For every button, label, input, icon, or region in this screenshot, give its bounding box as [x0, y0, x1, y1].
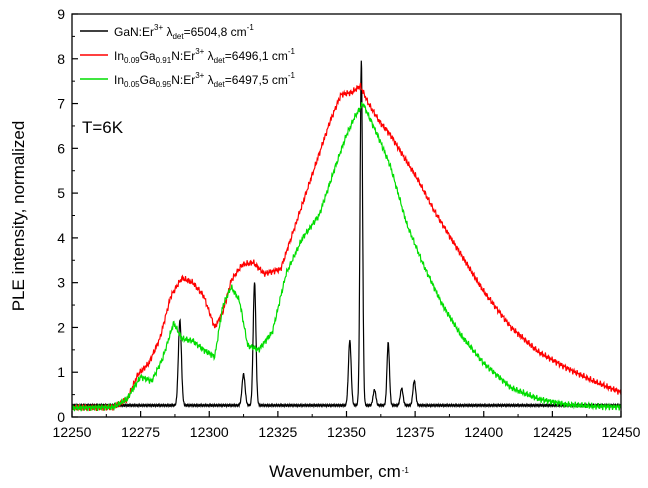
series-layer [71, 60, 622, 412]
x-tick-label-12300: 12300 [190, 424, 229, 440]
series-line-1 [71, 60, 622, 409]
y-tick-label-2: 2 [57, 319, 65, 335]
x-axis-title-text: Wavenumber, cm [269, 462, 401, 481]
temperature-annotation: T=6K [82, 118, 124, 137]
y-tick-label-1: 1 [57, 364, 65, 380]
x-tick-label-12400: 12400 [464, 424, 503, 440]
legend-label-3: In0.05Ga0.95N:Er3+ λdet=6497,5 cm-1 [114, 71, 295, 89]
y-tick-label-4: 4 [57, 230, 65, 246]
y-tick-label-7: 7 [57, 96, 65, 112]
x-tick-label-12325: 12325 [258, 424, 297, 440]
x-axis-title: Wavenumber, cm-1 [269, 462, 409, 481]
x-tick-label-12450: 12450 [602, 424, 641, 440]
x-tick-label-12275: 12275 [121, 424, 160, 440]
x-tick-label-12350: 12350 [327, 424, 366, 440]
y-axis-title: PLE intensity, normalized [9, 121, 28, 312]
y-tick-label-3: 3 [57, 275, 65, 291]
series-line-3 [71, 102, 622, 412]
x-tick-label-12375: 12375 [396, 424, 435, 440]
y-tick-label-5: 5 [57, 185, 65, 201]
legend: GaN:Er3+ λdet=6504,8 cm-1 In0.09Ga0.91N:E… [80, 23, 295, 89]
y-tick-label-8: 8 [57, 51, 65, 67]
y-tick-label-0: 0 [57, 409, 65, 425]
axes-layer: 12250 12275 12300 12325 12350 12375 12400 12425… [53, 6, 641, 440]
y-tick-label-9: 9 [57, 6, 65, 22]
x-tick-label-12425: 12425 [533, 424, 572, 440]
legend-label-2: In0.09Ga0.91N:Er3+ λdet=6496,1 cm-1 [114, 47, 295, 65]
series-line-2 [71, 82, 622, 412]
x-axis-title-superscript: -1 [402, 466, 410, 475]
y-tick-label-6: 6 [57, 140, 65, 156]
legend-label-1: GaN:Er3+ λdet=6504,8 cm-1 [114, 23, 254, 41]
x-tick-label-12250: 12250 [53, 424, 92, 440]
